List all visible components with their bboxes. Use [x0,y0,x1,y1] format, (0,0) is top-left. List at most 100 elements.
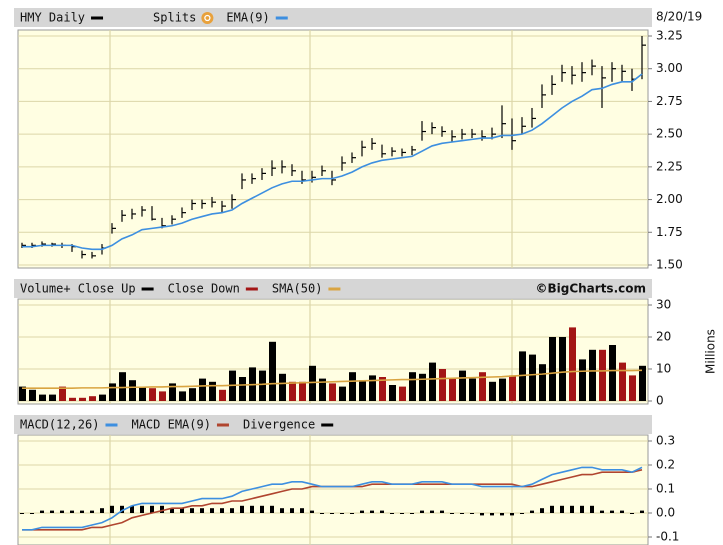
volume-bar [589,349,596,401]
legend-icon [201,12,214,24]
divergence-bar [160,505,164,513]
legend-label: Divergence [243,418,315,432]
divergence-bar [630,513,634,514]
divergence-bar [80,510,84,513]
y-tick-label: 30 [656,298,671,312]
legend-swatch [216,423,229,427]
volume-bar [359,380,366,401]
divergence-bar [320,513,324,514]
volume-bar [69,397,76,401]
volume-bar [609,345,616,401]
y-tick-label: 10 [656,362,671,376]
legend-swatch [105,423,118,427]
divergence-bar [50,510,54,513]
divergence-bar [230,508,234,513]
legend-swatch [91,16,104,20]
divergence-bar [140,505,144,513]
volume-bar [29,389,36,401]
legend-swatch [321,423,334,427]
volume-bar [379,377,386,401]
divergence-bar [20,513,24,514]
divergence-bar [560,505,564,513]
volume-bar [449,378,456,401]
legend-swatch [275,16,288,20]
date-label: 8/20/19 [656,10,702,24]
divergence-bar [410,513,414,514]
y-tick-label: 0.1 [656,482,675,496]
divergence-bar [70,510,74,513]
volume-bar [309,365,316,401]
volume-bar [289,381,296,401]
volume-bar [169,383,176,401]
divergence-bar [620,510,624,513]
volume-bar [89,396,96,401]
volume-bar [149,388,156,401]
y-tick-label: 2.75 [656,94,683,108]
volume-bar [109,383,116,401]
volume-bar [99,394,106,401]
volume-bar [199,378,206,401]
volume-bar [209,381,216,401]
divergence-bar [350,513,354,514]
volume-bar [579,359,586,401]
volume-bar [489,381,496,401]
divergence-bar [100,508,104,513]
volume-bar [629,375,636,401]
volume-bar [469,378,476,401]
divergence-bar [400,513,404,514]
volume-bar [529,354,536,401]
legend-label: EMA(9) [226,11,269,25]
volume-bar [299,381,306,401]
volume-bar [569,327,576,401]
volume-bar [619,362,626,401]
divergence-bar [330,513,334,514]
legend-label: SMA(50) [272,282,323,296]
divergence-bar [510,513,514,516]
y-axis-label: Millions [704,329,718,374]
plot-area [17,434,649,545]
volume-bar [409,372,416,401]
volume-bar [499,378,506,401]
divergence-bar [150,505,154,513]
volume-bar [269,341,276,401]
divergence-bar [300,508,304,513]
divergence-bar [210,508,214,513]
volume-bar [429,362,436,401]
y-tick-label: -0.1 [656,530,679,544]
ema-line [22,73,643,251]
legend-label: MACD(12,26) [20,418,99,432]
divergence-bar [360,510,364,513]
volume-bar [509,375,516,401]
divergence-bar [500,513,504,516]
volume-bar [239,377,246,401]
volume-bar [389,385,396,401]
volume-bar [219,389,226,401]
divergence-bar [440,510,444,513]
divergence-bar [30,513,34,514]
legend-label: HMY Daily [20,11,85,25]
volume-bar [189,388,196,401]
volume-bar [399,386,406,401]
y-tick-label: 3.00 [656,61,683,75]
divergence-bar [530,510,534,513]
volume-bar [19,386,26,401]
y-tick-label: 3.25 [656,29,683,43]
divergence-bar [90,510,94,513]
divergence-bar [260,505,264,513]
volume-bar [599,349,606,401]
y-tick-label: 2.50 [656,127,683,141]
sma-line [22,369,643,389]
divergence-bar [520,513,524,514]
divergence-bar [540,508,544,513]
volume-bar [419,373,426,401]
divergence-bar [220,508,224,513]
volume-bar [329,383,336,401]
divergence-bar [430,510,434,513]
divergence-bar [450,513,454,514]
legend-swatch [245,287,258,291]
volume-bar [539,364,546,401]
divergence-bar [200,508,204,513]
volume-bar [339,386,346,401]
y-tick-label: 1.50 [656,258,683,272]
